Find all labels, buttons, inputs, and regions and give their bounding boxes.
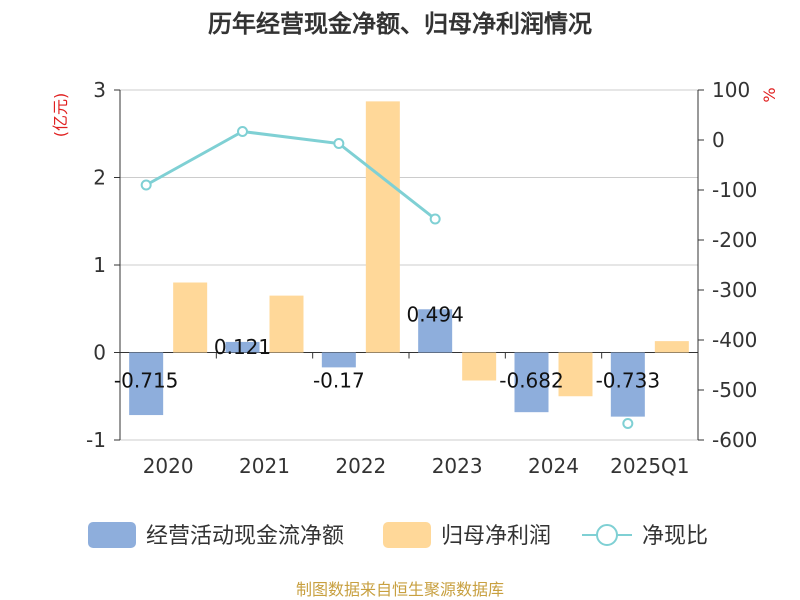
chart-title: 历年经营现金净额、归母净利润情况 xyxy=(208,10,592,38)
left-tick-label: 2 xyxy=(93,166,106,190)
right-tick-label: -300 xyxy=(712,278,757,302)
legend-label: 净现比 xyxy=(642,524,708,549)
legend-swatch-marker xyxy=(596,524,618,546)
cashflow-bar xyxy=(514,352,549,413)
right-tick-label: -400 xyxy=(712,328,757,352)
legend-label: 经营活动现金流净额 xyxy=(146,524,344,549)
cashflow-data-label: -0.733 xyxy=(596,369,660,393)
cashflow-data-label: 0.494 xyxy=(407,302,464,326)
net-cash-ratio-point xyxy=(622,418,634,429)
left-tick-label: 3 xyxy=(93,78,106,102)
net-cash-ratio-point xyxy=(429,213,441,225)
legend-swatch-bar xyxy=(88,522,136,548)
x-category-label: 2020 xyxy=(143,454,194,478)
x-category-label: 2022 xyxy=(335,454,386,478)
cashflow-bar xyxy=(225,341,260,353)
left-tick-label: 1 xyxy=(93,253,106,277)
x-category-label: 2021 xyxy=(239,454,290,478)
right-tick-label: -500 xyxy=(712,378,757,402)
right-tick-label: 0 xyxy=(712,128,725,152)
right-tick-label: 100 xyxy=(712,78,750,102)
axes: 3 2 1 0 -1 100 0 -100 -200 -300 -400 -500 -600 2020 20… xyxy=(86,78,757,478)
right-tick-label: -100 xyxy=(712,178,757,202)
net-profit-bar xyxy=(462,352,497,381)
net-cash-ratio-point xyxy=(140,179,152,191)
legend: 经营活动现金流净额 归母净利润 净现比 xyxy=(88,522,708,549)
net-profit-bar xyxy=(654,341,689,353)
bar-series xyxy=(129,101,689,417)
net-cash-ratio-point xyxy=(333,138,345,149)
right-axis-unit: % xyxy=(760,87,779,102)
legend-label: 归母净利润 xyxy=(441,524,551,549)
cashflow-data-label: -0.17 xyxy=(313,369,365,393)
left-axis-unit: (亿元) xyxy=(51,93,70,138)
cashflow-bar xyxy=(418,309,453,353)
data-source-note: 制图数据来自恒生聚源数据库 xyxy=(296,580,504,599)
cashflow-bar xyxy=(129,352,164,416)
cashflow-data-label: -0.715 xyxy=(114,369,178,393)
cashflow-data-label: -0.682 xyxy=(499,369,563,393)
net-profit-bar xyxy=(173,282,208,353)
net-profit-bar xyxy=(558,352,593,397)
data-labels: -0.715 0.121 -0.17 0.494 -0.682 -0.733 xyxy=(114,302,660,392)
x-category-label: 2025Q1 xyxy=(610,454,689,478)
legend-swatch-bar xyxy=(383,522,431,548)
net-profit-bar xyxy=(269,295,304,353)
cashflow-bar xyxy=(321,352,356,368)
right-tick-label: -600 xyxy=(712,428,757,452)
x-category-label: 2023 xyxy=(432,454,483,478)
net-profit-bar xyxy=(365,101,400,353)
net-cash-ratio-line xyxy=(145,129,437,221)
cashflow-data-label: 0.121 xyxy=(214,335,271,359)
gridlines xyxy=(120,89,698,441)
left-tick-label: -1 xyxy=(86,428,106,452)
cashflow-bar xyxy=(610,352,645,417)
x-category-label: 2024 xyxy=(528,454,579,478)
line-series xyxy=(140,126,634,429)
left-tick-label: 0 xyxy=(93,341,106,365)
net-cash-ratio-point xyxy=(237,126,248,137)
right-tick-label: -200 xyxy=(712,228,757,252)
